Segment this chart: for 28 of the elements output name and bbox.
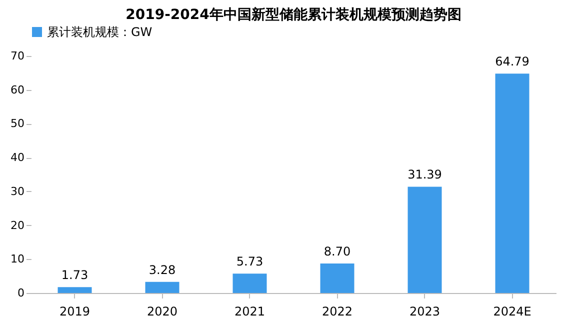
- x-tick-label: 2019: [59, 304, 90, 318]
- bar: [232, 274, 267, 293]
- bar: [58, 287, 92, 293]
- y-tick-label: 40: [10, 151, 24, 164]
- y-tick-label: 0: [18, 286, 24, 300]
- text: 1.73: [61, 268, 88, 282]
- x-tick-label: 2024E: [493, 304, 532, 318]
- text: 31.39: [408, 168, 442, 182]
- y-tick-label: 10: [10, 252, 24, 266]
- x-tick-label: 2023: [409, 304, 440, 318]
- x-tick-label: 2020: [146, 304, 178, 318]
- text: 8.70: [324, 244, 351, 259]
- text: 64.79: [495, 54, 530, 69]
- x-tick-label: 2022: [322, 304, 353, 318]
- bar: [408, 186, 442, 293]
- y-tick-label: 60: [10, 83, 24, 96]
- y-tick-label: 70: [10, 50, 24, 62]
- y-tick-label: 20: [10, 218, 24, 232]
- text: 3.28: [148, 262, 176, 277]
- chart-title: 2019-2024年中国新型储能累计装机规模预测趋势图: [126, 6, 462, 23]
- legend-label: 累计装机规模：GW: [47, 25, 152, 39]
- y-tick-label: 50: [10, 117, 24, 130]
- bar: [495, 74, 530, 293]
- bar: [145, 282, 180, 293]
- y-tick-label: 30: [10, 184, 24, 198]
- bar: [320, 264, 354, 293]
- text: 5.73: [236, 254, 264, 269]
- x-tick-label: 2021: [234, 304, 266, 318]
